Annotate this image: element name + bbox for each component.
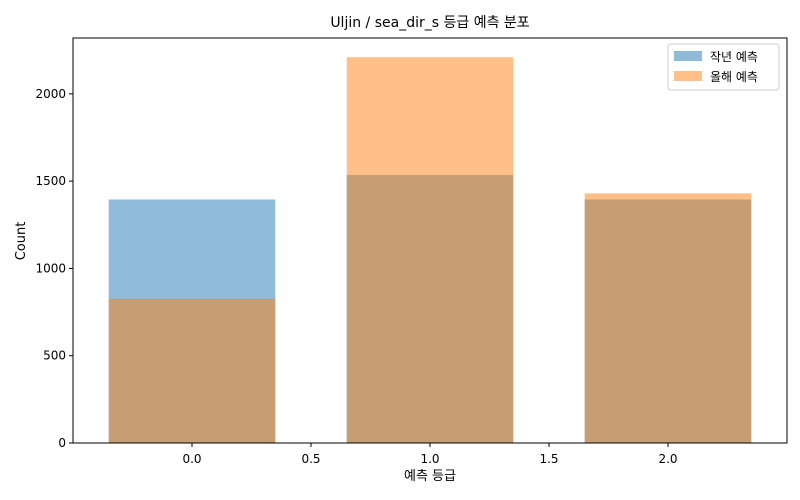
y-axis: 0 500 1000 1500 2000	[35, 87, 73, 450]
x-axis: 0.0 0.5 1.0 1.5 2.0	[182, 443, 678, 466]
legend-swatch-series1	[674, 51, 702, 61]
legend-label-series1: 작년 예측	[710, 50, 758, 64]
chart-title: Uljin / sea_dir_s 등급 예측 분포	[330, 15, 529, 31]
y-tick-label: 1500	[35, 174, 66, 188]
legend-label-series2: 올해 예측	[710, 70, 758, 84]
x-tick-label: 1.0	[420, 452, 439, 466]
bar-series2-x0	[108, 298, 276, 443]
y-tick-label: 1000	[35, 261, 66, 275]
plot-area	[108, 57, 752, 444]
y-tick-label: 500	[43, 349, 66, 363]
x-tick-label: 0.0	[182, 452, 201, 466]
x-tick-label: 1.5	[539, 452, 558, 466]
bar-series2-x1	[346, 57, 514, 444]
bar-series2-x2	[584, 193, 752, 443]
x-axis-label: 예측 등급	[404, 469, 456, 484]
x-tick-label: 2.0	[658, 452, 677, 466]
y-axis-label: Count	[14, 222, 29, 261]
y-tick-label: 2000	[35, 87, 66, 101]
x-tick-label: 0.5	[301, 452, 320, 466]
y-tick-label: 0	[58, 436, 66, 450]
legend-swatch-series2	[674, 71, 702, 81]
